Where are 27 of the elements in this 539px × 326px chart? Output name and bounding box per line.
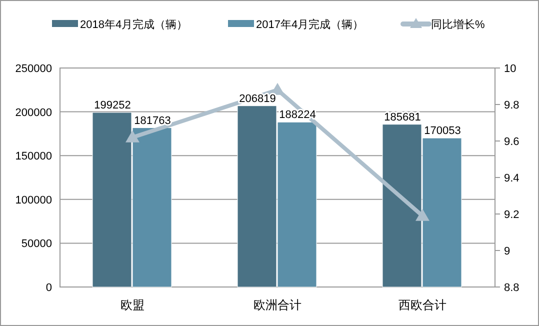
- data-label: 185681: [384, 111, 421, 124]
- data-label: 170053: [424, 125, 461, 138]
- y2-tick-label: 9: [504, 246, 510, 258]
- x-tick-label: 西欧合计: [398, 298, 446, 312]
- y-tick-label: 50000: [21, 238, 52, 250]
- x-tick-label: 欧盟: [120, 298, 144, 312]
- legend-label: 同比增长%: [431, 18, 485, 31]
- y-tick-label: 0: [46, 282, 52, 294]
- legend-label: 2017年4月完成（辆）: [256, 18, 364, 31]
- x-tick-label: 欧洲合计: [254, 298, 302, 312]
- data-label: 188224: [279, 109, 316, 122]
- y2-tick-label: 10: [504, 63, 516, 75]
- y-tick-label: 150000: [15, 150, 52, 163]
- legend-label: 2018年4月完成（辆）: [80, 18, 188, 31]
- y2-tick-label: 9.8: [504, 100, 520, 112]
- y-tick-label: 250000: [15, 63, 52, 75]
- data-label: 181763: [134, 114, 171, 127]
- y-tick-label: 200000: [15, 106, 52, 119]
- y-tick-label: 100000: [15, 194, 52, 206]
- data-label: 206819: [239, 92, 276, 105]
- y2-tick-label: 8.8: [504, 282, 520, 294]
- data-label: 199252: [94, 99, 131, 112]
- y2-tick-label: 9.6: [504, 136, 520, 148]
- point: [126, 130, 140, 142]
- y2-tick-label: 9.2: [504, 209, 520, 221]
- y2-tick-label: 9.4: [504, 172, 520, 184]
- point: [416, 208, 430, 221]
